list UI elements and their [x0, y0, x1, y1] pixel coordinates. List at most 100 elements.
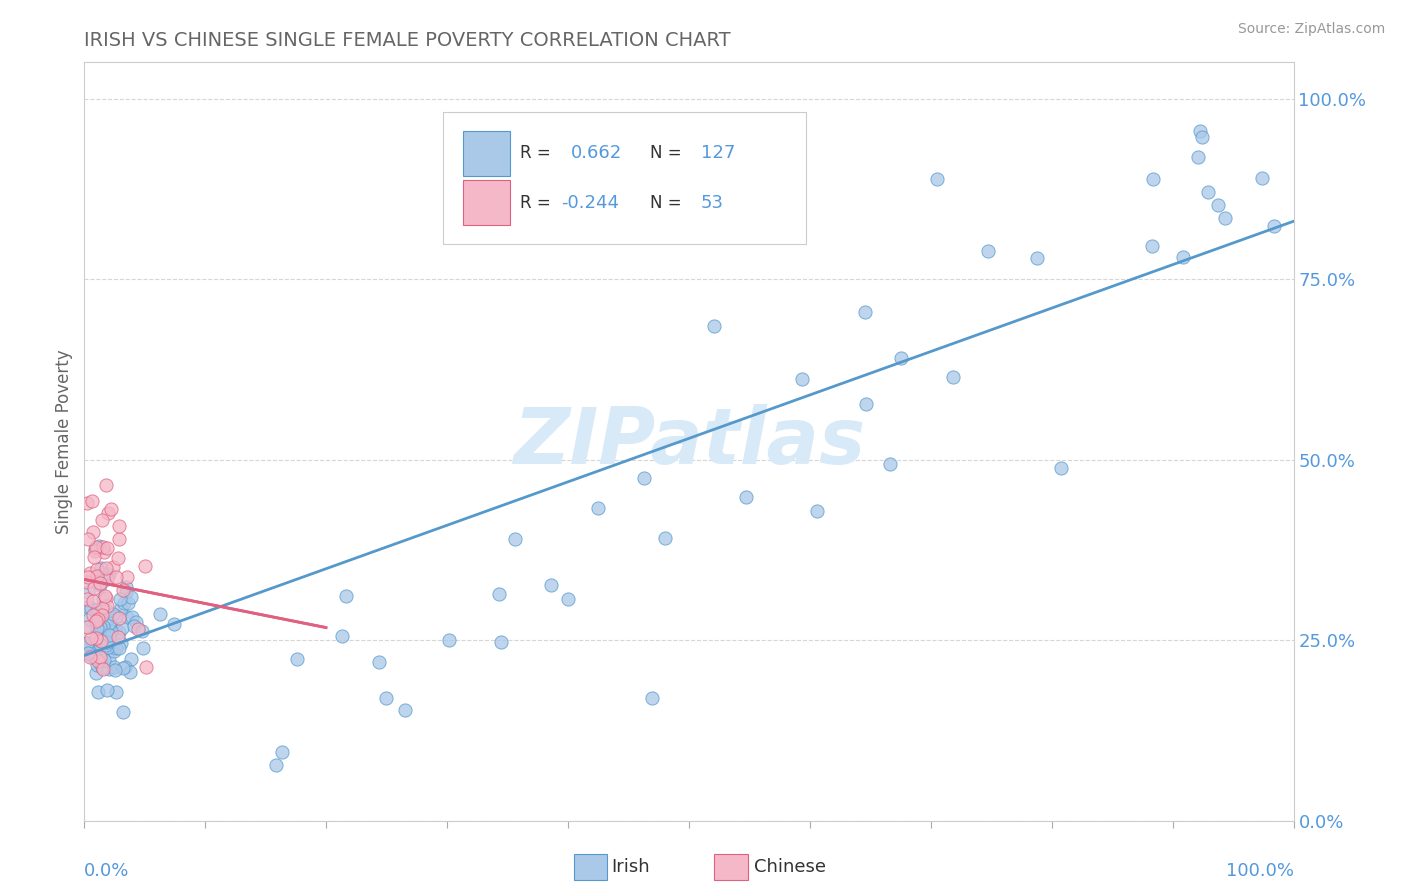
- Point: [1050, 461, 1073, 475]
- Point: [82, 645, 104, 659]
- Point: [77, 612, 100, 626]
- Point: [111, 661, 134, 675]
- Point: [103, 660, 125, 674]
- Point: [120, 590, 142, 604]
- Point: [86, 603, 108, 617]
- Point: [89, 578, 111, 592]
- Point: [879, 457, 901, 471]
- Point: [84, 612, 107, 626]
- Point: [112, 706, 135, 720]
- Point: [93, 653, 115, 667]
- Point: [86, 657, 108, 672]
- Point: [80, 632, 103, 646]
- Point: [270, 745, 292, 759]
- Point: [942, 370, 965, 384]
- Point: [104, 663, 127, 677]
- Point: [1142, 172, 1164, 186]
- Point: [105, 609, 128, 624]
- Point: [82, 649, 104, 664]
- Point: [112, 596, 135, 610]
- Point: [114, 580, 136, 594]
- Point: [135, 660, 157, 674]
- Point: [394, 703, 416, 717]
- Point: [90, 655, 112, 669]
- Point: [117, 596, 139, 610]
- Point: [83, 581, 105, 595]
- Point: [90, 639, 112, 653]
- Text: R =: R =: [520, 145, 550, 162]
- Point: [96, 638, 118, 652]
- Point: [87, 539, 110, 553]
- Point: [503, 532, 526, 546]
- Point: [103, 621, 125, 635]
- Point: [91, 623, 114, 637]
- Point: [87, 626, 110, 640]
- Point: [96, 599, 118, 613]
- Point: [127, 623, 149, 637]
- Point: [94, 477, 117, 491]
- Point: [108, 641, 131, 656]
- Point: [104, 640, 127, 655]
- Point: [86, 621, 108, 635]
- Point: [94, 590, 117, 604]
- Point: [79, 649, 101, 664]
- Point: [98, 662, 121, 676]
- Point: [93, 545, 115, 559]
- Text: Chinese: Chinese: [754, 858, 825, 876]
- Point: [1189, 124, 1212, 138]
- Text: IRISH VS CHINESE SINGLE FEMALE POVERTY CORRELATION CHART: IRISH VS CHINESE SINGLE FEMALE POVERTY C…: [84, 30, 731, 50]
- Point: [586, 501, 609, 516]
- Point: [87, 612, 110, 626]
- Text: Source: ZipAtlas.com: Source: ZipAtlas.com: [1237, 22, 1385, 37]
- Point: [84, 614, 107, 628]
- Point: [89, 637, 111, 651]
- Point: [98, 653, 121, 667]
- Point: [100, 624, 122, 639]
- Point: [76, 575, 98, 590]
- Text: ZIPatlas: ZIPatlas: [513, 403, 865, 480]
- FancyBboxPatch shape: [443, 112, 806, 244]
- Point: [98, 567, 121, 582]
- Point: [76, 636, 98, 650]
- Point: [77, 570, 100, 584]
- Point: [76, 620, 98, 634]
- Point: [163, 616, 186, 631]
- Text: R =: R =: [520, 194, 550, 211]
- Point: [104, 622, 127, 636]
- Point: [83, 550, 105, 565]
- Point: [100, 502, 122, 516]
- Point: [890, 351, 912, 366]
- Point: [557, 591, 579, 606]
- Text: N =: N =: [650, 194, 682, 211]
- Point: [84, 544, 107, 558]
- Y-axis label: Single Female Poverty: Single Female Poverty: [55, 350, 73, 533]
- Point: [1142, 238, 1164, 252]
- FancyBboxPatch shape: [463, 180, 510, 225]
- Point: [107, 550, 129, 565]
- Point: [93, 571, 115, 585]
- Point: [1213, 211, 1236, 225]
- Point: [96, 625, 118, 640]
- Point: [125, 615, 148, 629]
- Point: [105, 685, 128, 699]
- Point: [76, 620, 98, 634]
- Point: [367, 655, 389, 669]
- Point: [540, 578, 562, 592]
- Point: [82, 525, 104, 540]
- Point: [89, 632, 111, 647]
- Point: [1263, 219, 1285, 234]
- Text: Irish: Irish: [612, 858, 650, 876]
- Point: [89, 575, 111, 590]
- Point: [120, 652, 142, 666]
- Point: [76, 496, 98, 510]
- Point: [108, 533, 131, 547]
- Point: [90, 513, 112, 527]
- Point: [264, 758, 287, 772]
- Point: [114, 585, 136, 599]
- Point: [115, 609, 138, 624]
- Point: [101, 607, 124, 621]
- Point: [77, 532, 100, 546]
- Point: [94, 591, 117, 606]
- Point: [89, 650, 111, 665]
- Point: [96, 573, 118, 587]
